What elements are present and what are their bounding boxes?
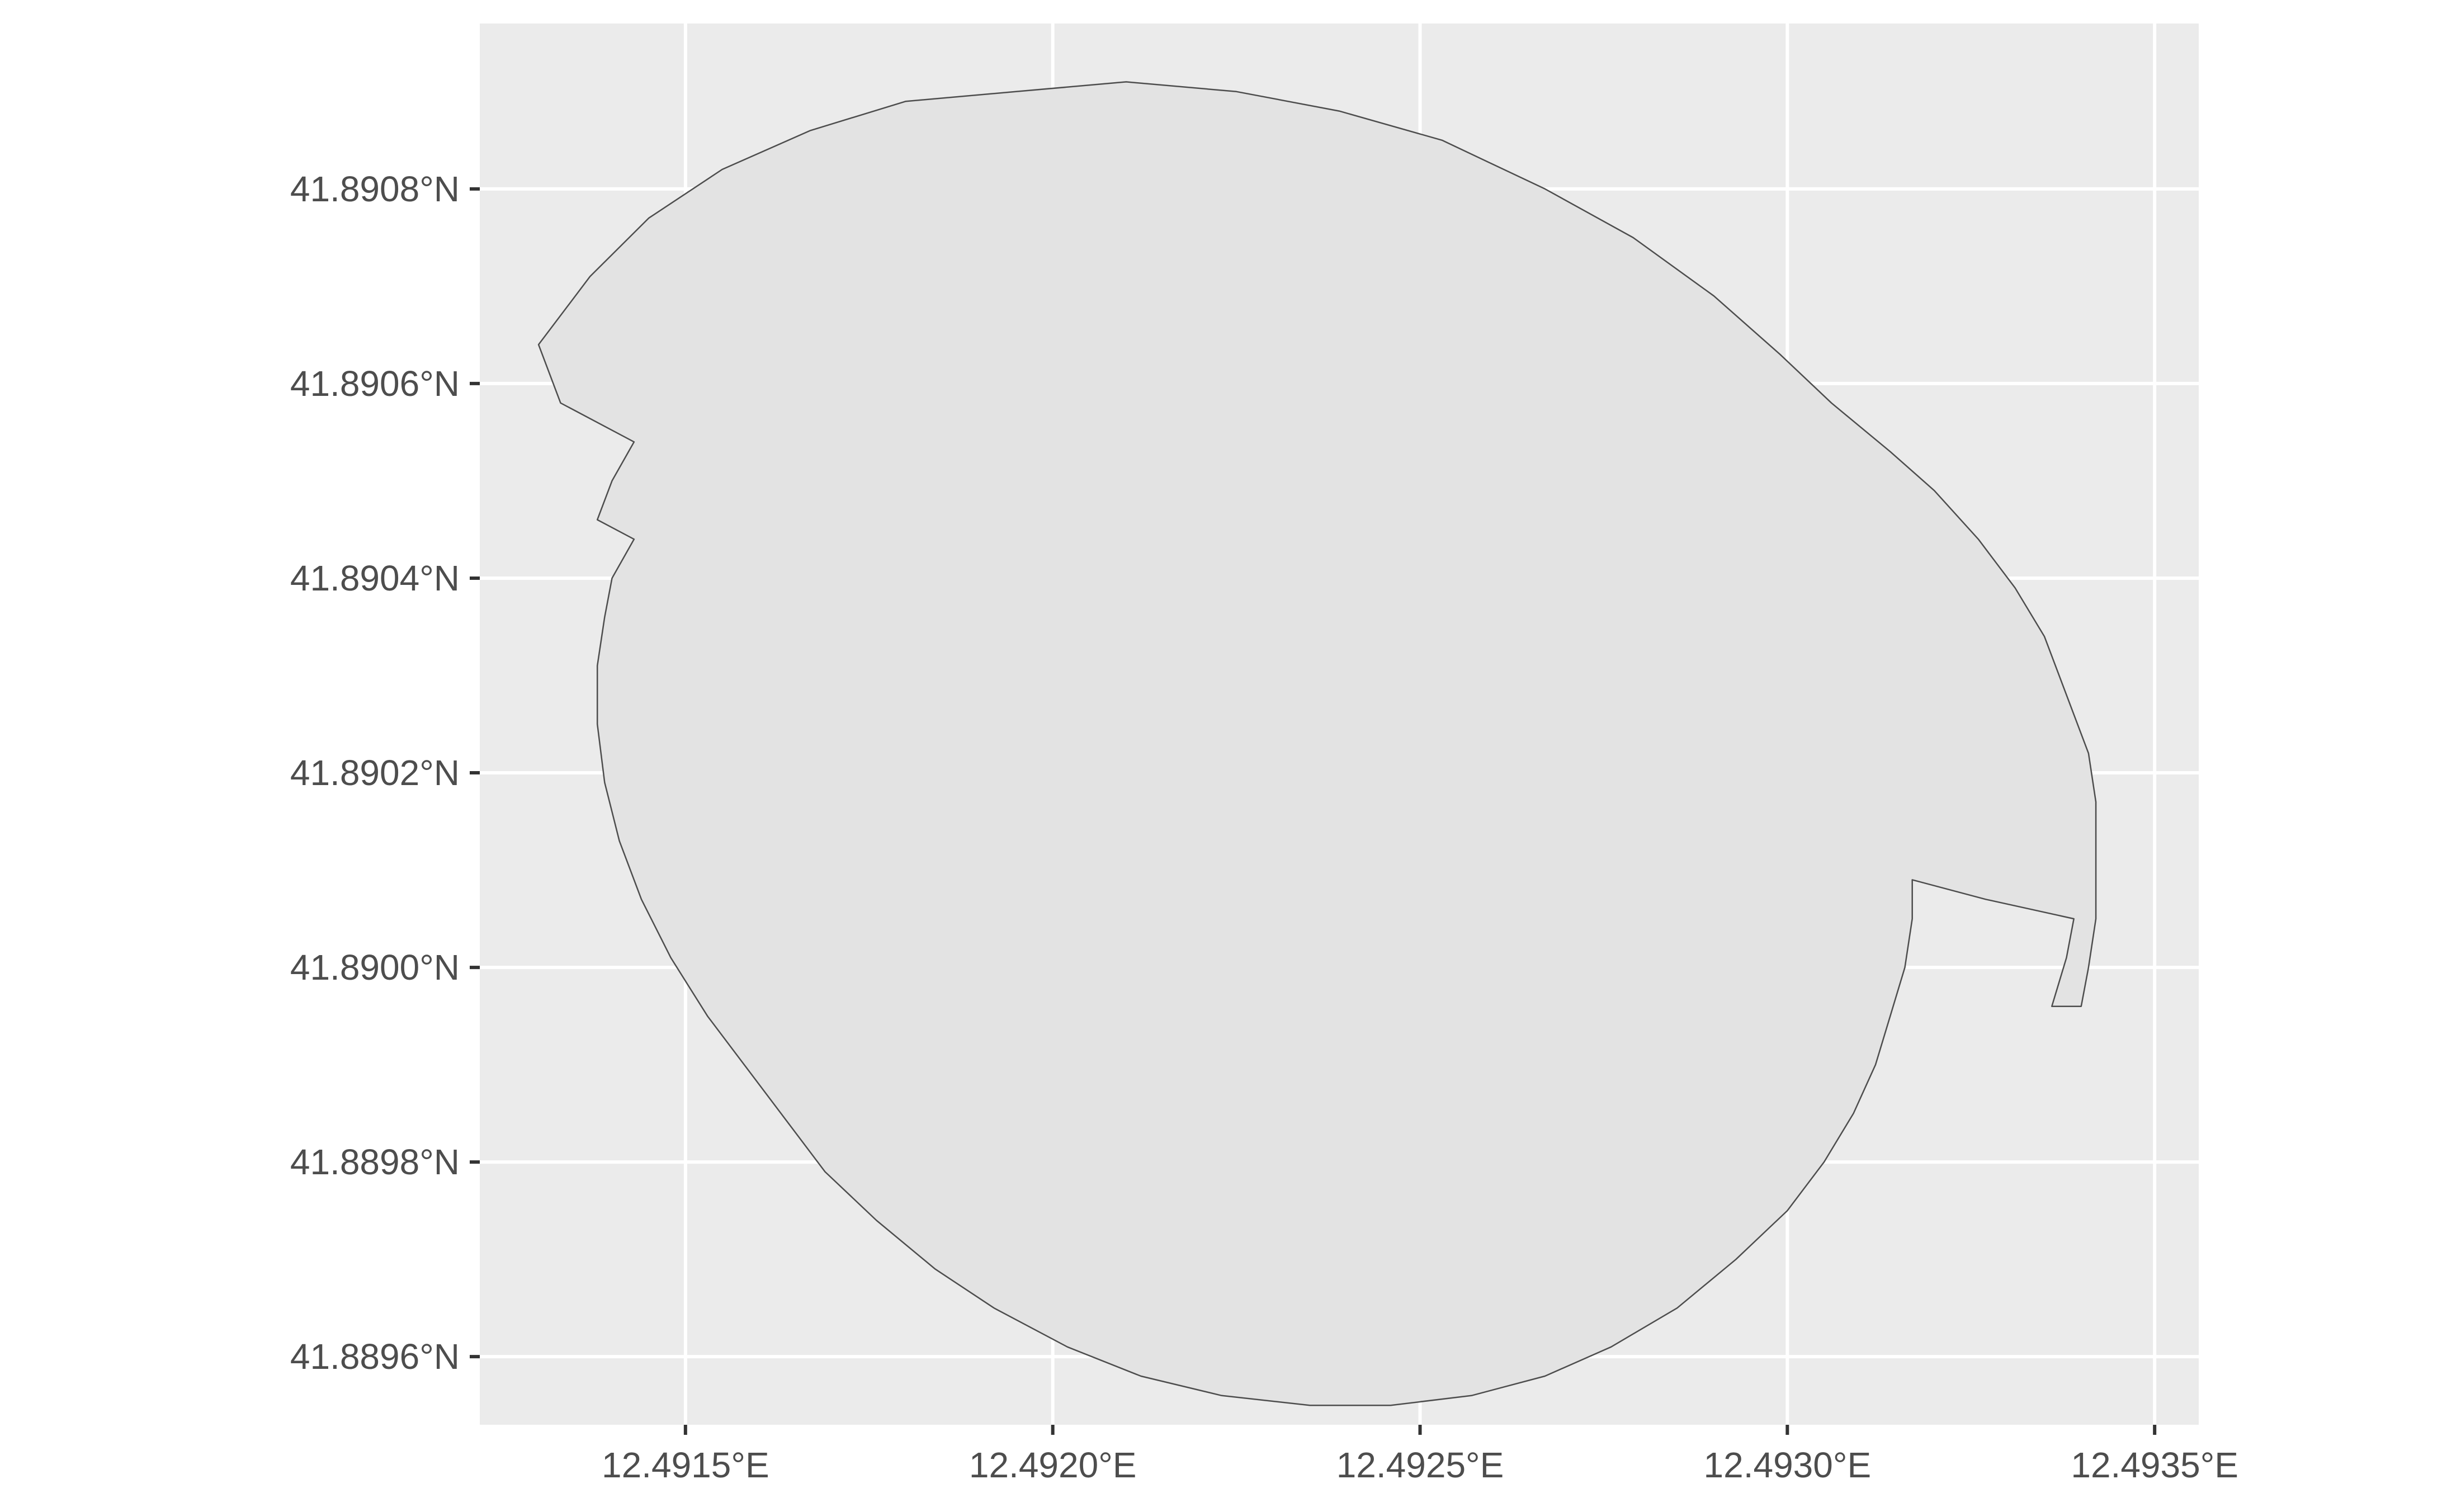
y-axis-tick-label: 41.8904°N (290, 558, 460, 598)
y-axis-tick-label: 41.8900°N (290, 947, 460, 987)
y-axis-tick-label: 41.8902°N (290, 753, 460, 793)
x-axis-tick-label: 12.4935°E (2071, 1445, 2238, 1485)
x-axis-tick-label: 12.4925°E (1336, 1445, 1504, 1485)
x-axis-tick-label: 12.4930°E (1704, 1445, 1872, 1485)
x-axis-tick-label: 12.4920°E (969, 1445, 1137, 1485)
site-polygon (537, 81, 2097, 1406)
axis-tick-labels: 12.4915°E 12.4920°E 12.4925°E 12.4930°E 12.4… (290, 169, 2238, 1485)
axis-ticks (470, 187, 2157, 1435)
y-axis-tick-label: 41.8908°N (290, 169, 460, 209)
y-axis-tick-label: 41.8906°N (290, 363, 460, 404)
y-axis-tick-label: 41.8896°N (290, 1336, 460, 1377)
y-axis-tick-label: 41.8898°N (290, 1142, 460, 1182)
x-axis-tick-label: 12.4915°E (602, 1445, 769, 1485)
